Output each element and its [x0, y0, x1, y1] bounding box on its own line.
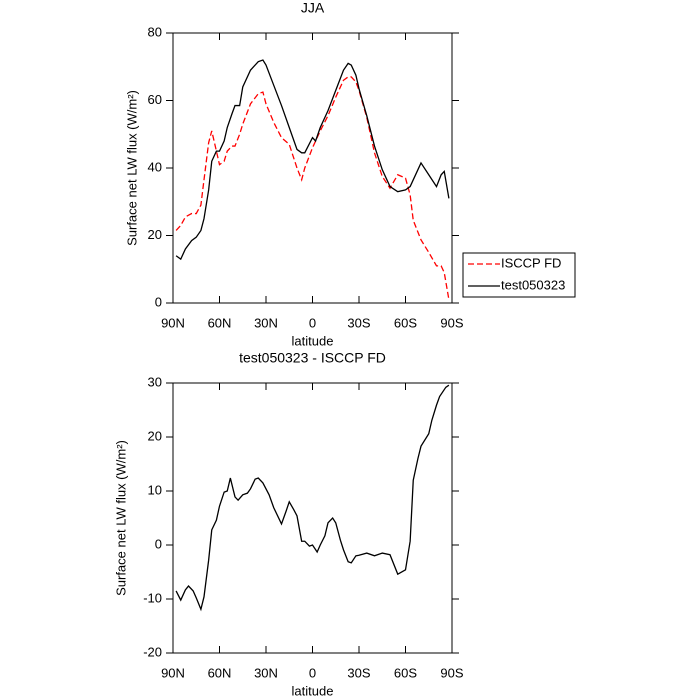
x-tick-label: 30S [347, 315, 370, 330]
data-line [175, 59, 450, 261]
y-tick-label: 60 [148, 92, 162, 107]
y-tick-label: 80 [148, 24, 162, 39]
x-tick-label: 30N [254, 315, 278, 330]
y-tick-label: 0 [155, 294, 162, 309]
x-tick-label: 30S [347, 665, 370, 680]
x-axis-label: latitude [292, 333, 334, 348]
x-axis-label: latitude [292, 683, 334, 698]
y-axis-label: Surface net LW flux (W/m²) [124, 90, 139, 246]
plot-frame [172, 382, 453, 654]
chart-title: test050323 - ISCCP FD [239, 350, 386, 366]
legend-label: ISCCP FD [501, 255, 561, 270]
legend-box [462, 252, 576, 298]
x-tick-label: 60N [208, 665, 232, 680]
x-tick-label: 60N [208, 315, 232, 330]
x-tick-label: 90S [440, 665, 463, 680]
legend: ISCCP FD test050323 [462, 252, 576, 298]
x-tick-label: 90N [161, 665, 185, 680]
y-tick-label: 0 [155, 536, 162, 551]
data-line [175, 76, 450, 300]
y-tick-label: 10 [148, 482, 162, 497]
legend-label: test050323 [501, 277, 565, 292]
x-tick-label: 90N [161, 315, 185, 330]
y-axis-label: Surface net LW flux (W/m²) [113, 440, 128, 596]
x-tick-label: 0 [309, 315, 316, 330]
y-tick-label: -20 [143, 644, 162, 659]
x-tick-label: 90S [440, 315, 463, 330]
x-tick-label: 60S [394, 315, 417, 330]
x-tick-label: 60S [394, 665, 417, 680]
chart-title: JJA [301, 0, 325, 16]
y-tick-label: 20 [148, 428, 162, 443]
plot-frame [172, 32, 453, 304]
y-tick-label: 20 [148, 227, 162, 242]
data-line [175, 384, 450, 612]
y-tick-label: 30 [148, 374, 162, 389]
x-tick-label: 0 [309, 665, 316, 680]
x-tick-label: 30N [254, 665, 278, 680]
y-tick-label: 40 [148, 159, 162, 174]
y-tick-label: -10 [143, 590, 162, 605]
